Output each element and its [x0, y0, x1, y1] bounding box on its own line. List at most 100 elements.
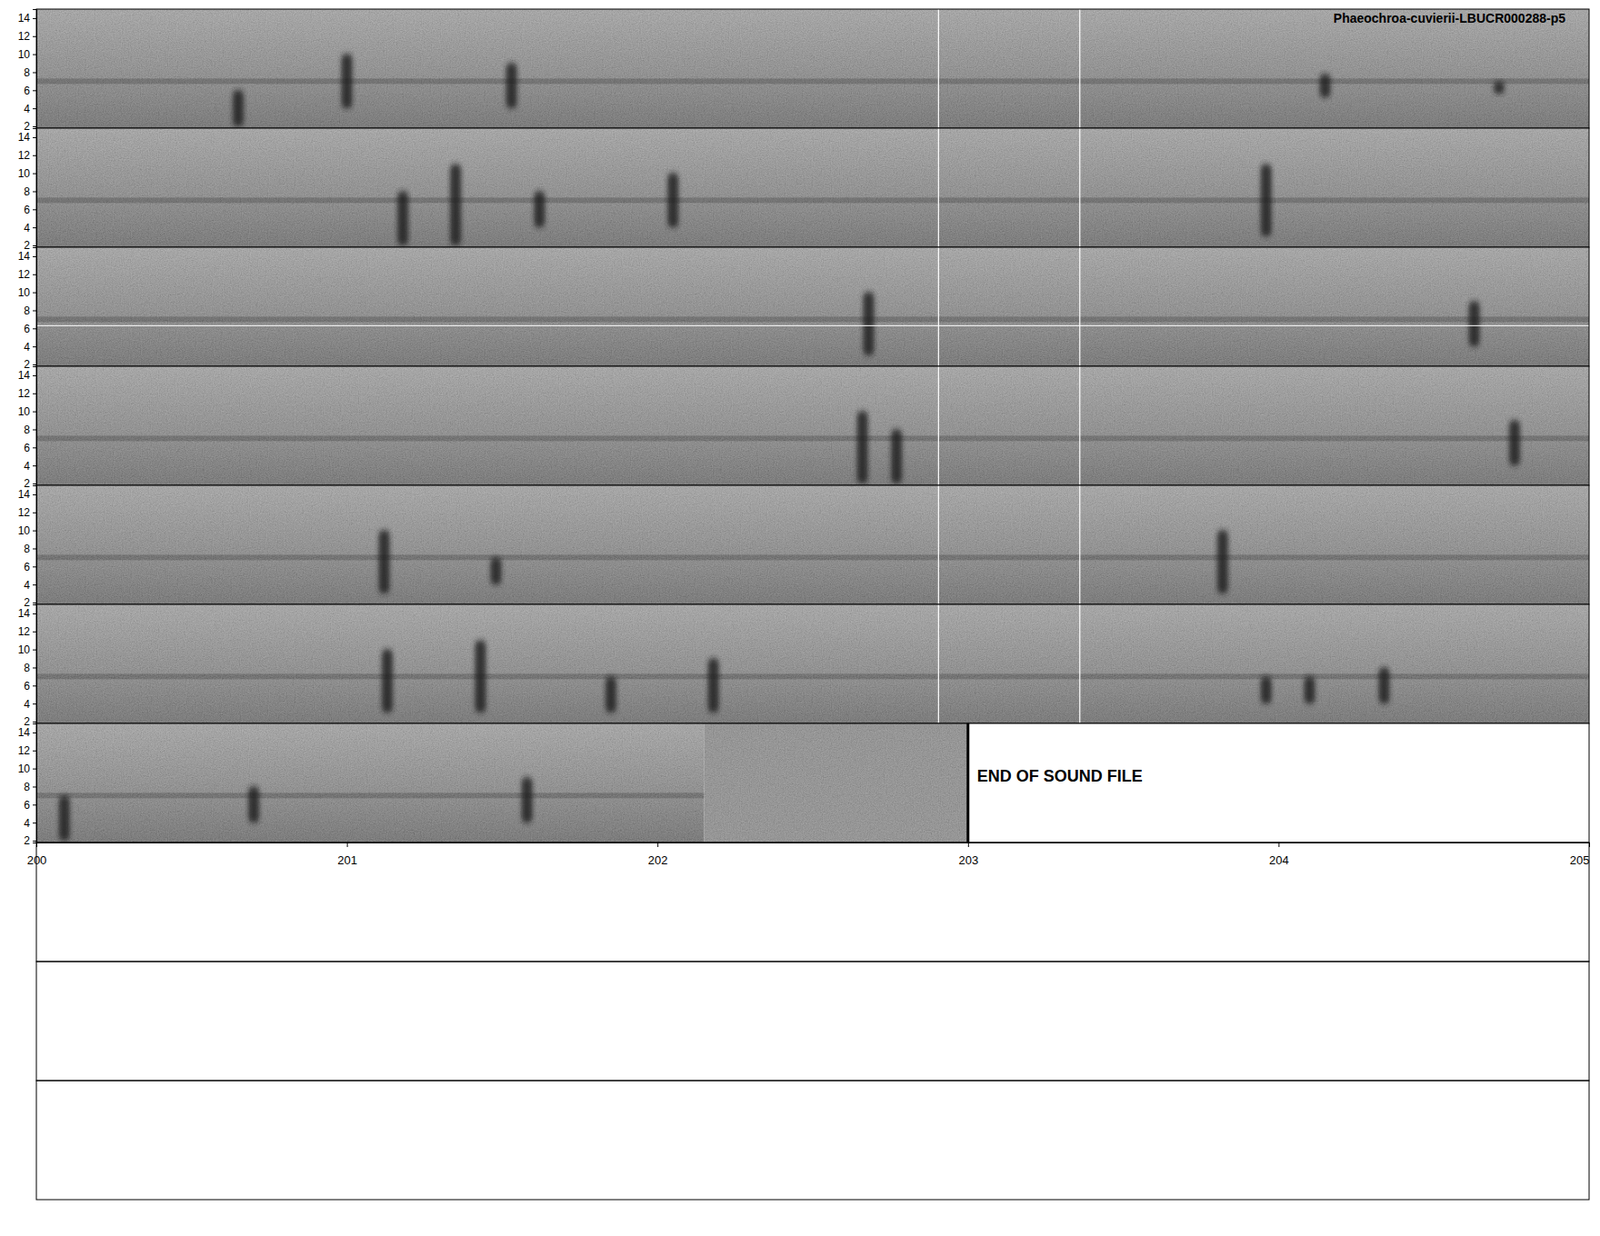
- y-tick-mark: [32, 548, 37, 550]
- y-axis-line: [32, 486, 38, 606]
- y-tick-label: 6: [23, 560, 30, 574]
- call: [341, 54, 353, 110]
- y-tick: 8: [23, 661, 37, 675]
- y-tick-label: 10: [18, 167, 31, 180]
- call: [862, 292, 874, 356]
- y-tick: 6: [23, 680, 37, 693]
- y-tick-label: 4: [23, 817, 30, 830]
- y-tick-mark: [32, 108, 37, 110]
- y-tick-label: 4: [23, 698, 30, 711]
- call: [667, 173, 679, 229]
- y-tick: 12: [18, 506, 37, 520]
- cursor-line: [938, 9, 940, 129]
- call: [1260, 164, 1272, 237]
- cursor-line: [938, 247, 940, 367]
- y-tick-label: 14: [18, 130, 31, 144]
- call: [521, 778, 533, 824]
- chart: 2468101214Phaeochroa-cuvierii-LBUCR00028…: [0, 0, 1600, 1236]
- y-tick-mark: [32, 346, 37, 348]
- y-axis: 2468101214: [18, 724, 38, 849]
- spectrogram-ground: [36, 128, 1590, 248]
- cursor-line: [1079, 604, 1080, 724]
- panel-frame: [36, 723, 1590, 843]
- noise-texture: [36, 9, 1590, 129]
- y-tick: 6: [23, 84, 37, 98]
- y-tick-mark: [32, 494, 37, 496]
- white-line: [36, 325, 1590, 327]
- noise-texture: [36, 485, 1590, 605]
- panel-frame: [36, 9, 1590, 129]
- y-tick: 14: [18, 726, 37, 740]
- y-tick-label: 14: [18, 607, 31, 620]
- y-tick-label: 10: [18, 762, 31, 776]
- y-tick: 10: [18, 167, 37, 180]
- y-tick-mark: [32, 650, 37, 651]
- y-tick-label: 8: [23, 423, 30, 437]
- cursor-line: [1079, 128, 1080, 248]
- y-tick: 4: [23, 460, 37, 473]
- y-tick-mark: [32, 155, 37, 157]
- x-tick: 204: [1269, 842, 1290, 868]
- y-axis: 2468101214: [18, 486, 38, 610]
- title: Phaeochroa-cuvierii-LBUCR000288-p5: [1333, 10, 1566, 26]
- y-tick: 8: [23, 66, 37, 80]
- call: [1217, 530, 1229, 594]
- y-axis: 2468101214: [18, 10, 38, 134]
- call: [381, 650, 393, 713]
- spectrogram-ground: [36, 247, 1590, 367]
- y-tick: 2: [23, 834, 37, 848]
- call: [857, 411, 869, 484]
- y-tick: 6: [23, 799, 37, 812]
- y-tick: 14: [18, 130, 37, 144]
- y-tick-mark: [32, 769, 37, 770]
- empty-frame: [36, 842, 1590, 962]
- y-tick-label: 10: [18, 405, 31, 419]
- y-tick-label: 14: [18, 250, 31, 263]
- y-axis-line: [32, 724, 38, 844]
- call: [1304, 676, 1316, 704]
- y-tick-mark: [32, 393, 37, 395]
- y-tick-label: 8: [23, 304, 30, 318]
- y-tick-mark: [32, 732, 37, 734]
- spectrogram-ground: [36, 604, 1590, 724]
- call: [890, 429, 902, 484]
- y-tick-mark: [32, 750, 37, 752]
- x-tick-label: 201: [337, 853, 358, 868]
- panel-frame: [36, 247, 1590, 367]
- call: [450, 164, 461, 246]
- end-label: END OF SOUND FILE: [977, 767, 1143, 786]
- x-tick: 201: [337, 842, 358, 868]
- plot-area: [36, 366, 1590, 486]
- y-tick-mark: [32, 721, 37, 723]
- y-tick-mark: [32, 411, 37, 413]
- cursor-line: [1079, 485, 1080, 605]
- panel: 2468101214: [18, 485, 1590, 610]
- y-tick: 8: [23, 780, 37, 794]
- y-tick-label: 6: [23, 799, 30, 812]
- y-tick: 8: [23, 304, 37, 318]
- panel-frame: [36, 366, 1590, 486]
- cursor-line: [1079, 9, 1080, 129]
- x-tick-label: 204: [1269, 853, 1290, 868]
- y-tick-mark: [32, 245, 37, 247]
- y-tick: 10: [18, 524, 37, 538]
- call: [232, 90, 244, 127]
- y-tick-mark: [32, 447, 37, 449]
- y-tick-label: 10: [18, 286, 31, 300]
- y-tick: 4: [23, 340, 37, 354]
- y-tick-mark: [32, 512, 37, 514]
- call: [1260, 676, 1272, 704]
- x-tick-mark: [657, 842, 659, 848]
- y-tick-mark: [32, 90, 37, 91]
- y-tick-mark: [32, 429, 37, 430]
- call: [490, 557, 502, 585]
- y-tick: 14: [18, 369, 37, 382]
- plot-area: [36, 604, 1590, 724]
- x-tick: 203: [958, 842, 979, 868]
- panel: 2468101214: [18, 128, 1590, 252]
- panel: 2468101214: [18, 366, 1590, 490]
- y-tick: 6: [23, 560, 37, 574]
- y-tick-label: 8: [23, 780, 30, 794]
- x-tick-label: 205: [1570, 853, 1590, 868]
- x-axis-line: [37, 843, 1590, 849]
